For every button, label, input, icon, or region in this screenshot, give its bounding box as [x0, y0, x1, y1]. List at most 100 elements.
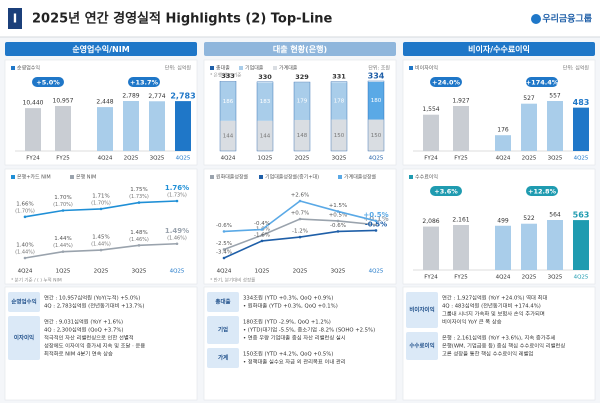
- unit: 단위: 십억원: [563, 65, 590, 72]
- value-label: +0.5%: [329, 212, 348, 218]
- value-label: 1.49%: [165, 227, 189, 235]
- unit: 단위: 십억원: [165, 65, 192, 72]
- category-label: 2Q25: [522, 275, 537, 281]
- category-label: 4Q24: [18, 269, 33, 275]
- note-line: • 연중 우량 기업대출 중심 자산 리밸런싱 실시: [243, 334, 346, 342]
- value-label: 2,774: [148, 93, 165, 100]
- legend-label: 비이자이익: [415, 65, 438, 72]
- bar: [149, 101, 165, 151]
- bar-total: [330, 81, 348, 152]
- category-label: 3Q25: [150, 156, 165, 162]
- point: [298, 235, 302, 239]
- category-label: FY24: [26, 156, 40, 162]
- value-label: 2,783: [170, 92, 195, 101]
- note-line: 4Q : 483십억원 (전년동기대비 +174.4%): [442, 302, 541, 310]
- legend-swatch: [11, 66, 15, 70]
- value-label: 1,927: [452, 98, 469, 105]
- note-line: 4Q : 2,783십억원 (전년동기대비 +13.7%): [44, 302, 144, 310]
- point: [23, 256, 27, 260]
- total-label: 334: [368, 72, 385, 81]
- point: [336, 230, 340, 233]
- note-label: (1.70%): [15, 208, 35, 214]
- legend-swatch: [338, 175, 342, 179]
- legend-swatch: [409, 175, 413, 179]
- segment-label: 144: [260, 133, 271, 139]
- growth-badge: [128, 77, 160, 87]
- bar: [547, 101, 563, 151]
- bar: [547, 220, 563, 270]
- point: [99, 248, 103, 252]
- category-label: 4Q24: [496, 156, 511, 162]
- legend-label: 기업대출성장률(중기+대): [265, 174, 319, 181]
- value-label: +0.1%: [363, 215, 388, 223]
- point: [222, 248, 226, 251]
- note-line: • 원화대출 (YTD +0.3%, QoQ +0.1%): [243, 302, 338, 310]
- unit: 단위: 조원: [368, 65, 390, 72]
- value-label: +2.6%: [291, 193, 310, 199]
- bar-total: [367, 80, 385, 152]
- segment-label: 186: [223, 99, 234, 105]
- bar-segment: [257, 82, 273, 121]
- note-line: 고른 성장을 통한 핵심 수수료이익 레벨업: [442, 350, 533, 358]
- growth-badge: [32, 77, 64, 87]
- note-label: 순영업수익: [11, 298, 36, 306]
- card: [4, 168, 198, 285]
- note-label-bg: [8, 292, 40, 312]
- value-label: -0.6%: [330, 223, 346, 229]
- bar-total: [256, 81, 274, 152]
- value-label: 10,440: [23, 100, 44, 107]
- bar: [573, 220, 589, 270]
- value-label: 557: [549, 93, 561, 100]
- category-label: FY25: [454, 275, 468, 281]
- growth-badge: [526, 186, 558, 196]
- note-label-bg: [406, 332, 438, 360]
- panel-title-bg: [5, 42, 197, 56]
- legend-swatch: [409, 66, 413, 70]
- total-label: 333: [221, 72, 235, 80]
- note-line: 334조원 (YTD +0.3%, QoQ +0.9%): [243, 294, 333, 302]
- badge-text: I: [13, 12, 17, 26]
- legend-label: 원화대출성장률: [216, 174, 249, 181]
- legend-label: 은행+카드 NIM: [17, 174, 51, 181]
- bar: [175, 101, 191, 151]
- legend-swatch: [239, 66, 243, 70]
- point: [336, 210, 340, 213]
- segment-label: 178: [334, 98, 345, 104]
- bar-segment: [368, 81, 384, 120]
- note-line: 적극적인 자산 리밸런싱으로 인한 선별적: [44, 334, 134, 342]
- bar-segment: [331, 82, 347, 120]
- point: [374, 223, 378, 227]
- bar-segment: [294, 82, 310, 120]
- point: [298, 217, 302, 221]
- value-label: 1.71%: [92, 193, 109, 199]
- panel-title: 순영업수익/NIM: [72, 44, 129, 54]
- category-label: 4Q24: [221, 156, 236, 162]
- value-label: 1.76%: [165, 184, 189, 192]
- category-label: 3Q25: [332, 156, 347, 162]
- category-label: FY25: [56, 156, 70, 162]
- bar: [573, 107, 589, 151]
- category-label: 4Q25: [574, 156, 589, 162]
- note-line: 연간 : 9,031십억원 (YoY +1.6%): [44, 318, 123, 326]
- value-label: -0.6%: [216, 223, 232, 229]
- point: [298, 199, 302, 203]
- value-label: 2,086: [422, 218, 439, 225]
- segment-label: 144: [223, 133, 234, 139]
- category-label: 2Q25: [94, 269, 109, 275]
- note-line: 연간 : 10,957십억원 (YoY(누적) +5.0%): [44, 294, 140, 302]
- note-label: (1.70%): [91, 200, 111, 206]
- value-label: 2,448: [96, 99, 113, 106]
- note-label: 총대출: [215, 298, 230, 306]
- category-label: 2Q25: [295, 156, 310, 162]
- bar: [521, 223, 537, 270]
- value-label: 1,554: [422, 106, 439, 113]
- category-label: 4Q24: [217, 269, 232, 275]
- category-label: 3Q25: [548, 275, 563, 281]
- value-label: 483: [573, 98, 590, 107]
- legend-label: 기업대출: [245, 65, 264, 72]
- bar-segment: [220, 120, 236, 151]
- bar-segment: [220, 81, 236, 121]
- legend-swatch: [210, 175, 214, 179]
- category-label: 2Q25: [293, 269, 308, 275]
- bar: [97, 107, 113, 151]
